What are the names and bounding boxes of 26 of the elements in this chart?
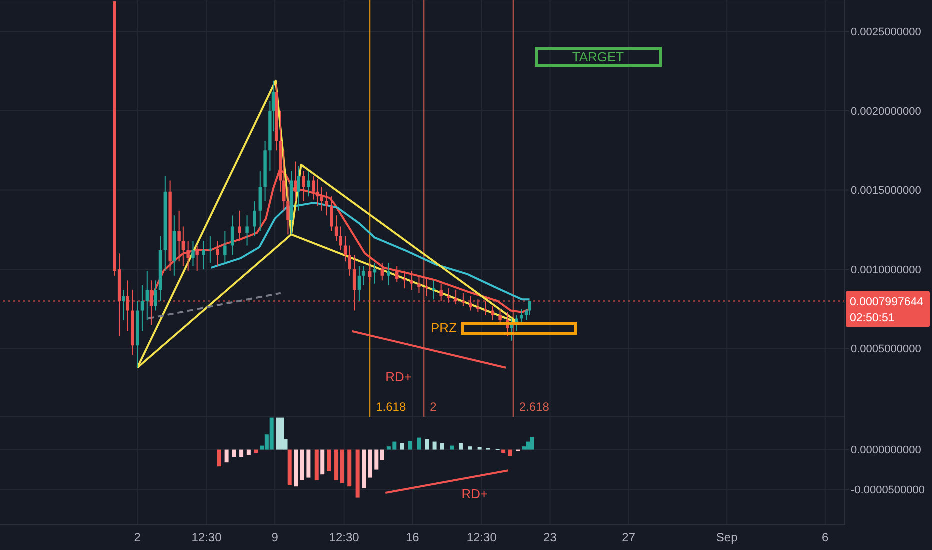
- ref-line-label: 1.618: [376, 400, 406, 414]
- annotation: PRZ: [430, 320, 457, 336]
- y-tick-label: -0.0000500000: [851, 484, 926, 497]
- y-tick-label: 0.0010000000: [851, 264, 922, 276]
- y-tick-label: 0.0000000000: [851, 444, 922, 457]
- ref-line-label: 2: [430, 400, 438, 414]
- x-tick-label: 16: [406, 530, 420, 545]
- x-tick-label: 2: [134, 530, 142, 545]
- annotation: RD+: [462, 486, 488, 502]
- x-tick-label: 12:30: [329, 530, 360, 545]
- text: 02:50:51: [850, 312, 895, 324]
- x-tick-label: 27: [622, 530, 636, 545]
- x-tick-label: 9: [272, 530, 279, 545]
- x-tick-label: 12:30: [466, 530, 498, 545]
- annotation: TARGET: [572, 50, 624, 65]
- x-tick-label: Sep: [716, 530, 738, 545]
- ref-line-label: 0.0007997644: [850, 296, 924, 308]
- x-tick-label: 12:30: [192, 530, 222, 545]
- annotation: RD+: [386, 369, 412, 384]
- y-tick-label: 0.0015000000: [851, 185, 922, 198]
- x-tick-label: 6: [822, 530, 830, 545]
- x-tick-label: 23: [544, 530, 558, 545]
- ref-line-label: 2.618: [519, 400, 550, 414]
- y-tick-label: 0.0025000000: [851, 26, 922, 39]
- y-tick-label: 0.0020000000: [851, 106, 922, 118]
- y-tick-label: 0.0005000000: [851, 344, 922, 356]
